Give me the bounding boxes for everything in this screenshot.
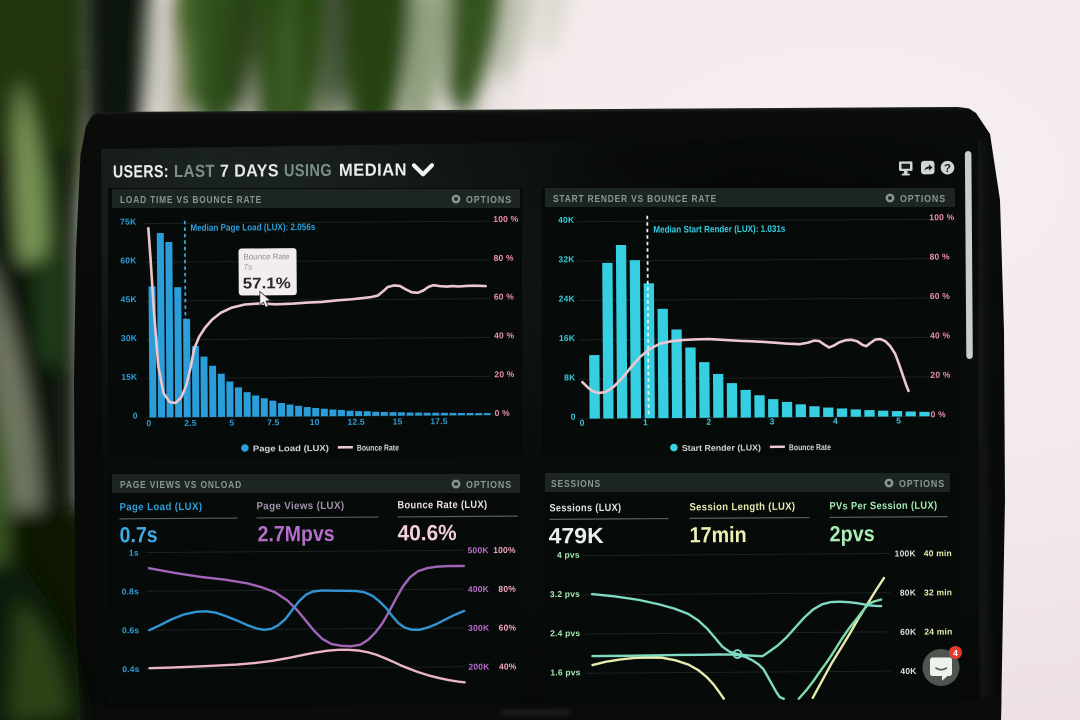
svg-text:USING: USING bbox=[284, 160, 332, 180]
svg-text:MEDIAN: MEDIAN bbox=[339, 159, 407, 179]
svg-text:Page Load (LUX): Page Load (LUX) bbox=[253, 443, 329, 454]
svg-text:PAGE VIEWS VS ONLOAD: PAGE VIEWS VS ONLOAD bbox=[120, 480, 242, 491]
svg-text:12.5: 12.5 bbox=[347, 417, 364, 427]
svg-text:Median Page Load (LUX): 2.056s: Median Page Load (LUX): 2.056s bbox=[190, 222, 315, 234]
svg-text:80 %: 80 % bbox=[930, 252, 950, 262]
svg-text:1s: 1s bbox=[129, 548, 139, 558]
svg-text:Bounce Rate: Bounce Rate bbox=[357, 442, 399, 452]
svg-text:24K: 24K bbox=[559, 294, 576, 304]
svg-text:7.5: 7.5 bbox=[267, 417, 280, 427]
svg-text:80 %: 80 % bbox=[494, 253, 514, 263]
svg-text:2: 2 bbox=[706, 417, 711, 427]
svg-text:8K: 8K bbox=[564, 372, 576, 382]
svg-text:5: 5 bbox=[229, 418, 234, 428]
svg-text:Bounce Rate: Bounce Rate bbox=[789, 442, 831, 452]
svg-text:100%: 100% bbox=[493, 545, 516, 555]
svg-text:30K: 30K bbox=[121, 333, 138, 343]
svg-text:7 DAYS: 7 DAYS bbox=[220, 160, 279, 180]
svg-text:Session Length (LUX): Session Length (LUX) bbox=[689, 501, 795, 514]
svg-text:20 %: 20 % bbox=[494, 369, 514, 379]
svg-text:20 %: 20 % bbox=[930, 370, 950, 380]
svg-text:5: 5 bbox=[896, 415, 901, 425]
svg-text:START RENDER VS BOUNCE RATE: START RENDER VS BOUNCE RATE bbox=[553, 194, 717, 205]
svg-text:17.5: 17.5 bbox=[430, 416, 447, 426]
svg-text:75K: 75K bbox=[120, 217, 137, 227]
svg-text:500K: 500K bbox=[468, 545, 490, 555]
svg-text:2pvs: 2pvs bbox=[830, 521, 875, 546]
svg-text:Start Render (LUX): Start Render (LUX) bbox=[682, 442, 761, 453]
svg-text:OPTIONS: OPTIONS bbox=[899, 479, 945, 490]
svg-text:100 %: 100 % bbox=[493, 214, 518, 224]
svg-text:60 %: 60 % bbox=[930, 291, 950, 301]
svg-text:300K: 300K bbox=[468, 623, 490, 633]
svg-text:PVs Per Session (LUX): PVs Per Session (LUX) bbox=[829, 500, 937, 513]
svg-text:40 %: 40 % bbox=[494, 330, 514, 340]
svg-text:200K: 200K bbox=[468, 662, 490, 672]
svg-text:40%: 40% bbox=[499, 661, 517, 671]
svg-text:LAST: LAST bbox=[174, 161, 215, 181]
svg-text:80%: 80% bbox=[498, 584, 516, 594]
svg-text:0: 0 bbox=[146, 418, 151, 428]
svg-text:40 min: 40 min bbox=[924, 548, 952, 558]
svg-text:Median Start Render (LUX): 1.0: Median Start Render (LUX): 1.031s bbox=[653, 224, 785, 236]
svg-text:Sessions (LUX): Sessions (LUX) bbox=[549, 502, 621, 515]
svg-text:40 %: 40 % bbox=[930, 330, 950, 340]
svg-text:40K: 40K bbox=[558, 215, 575, 225]
svg-text:60%: 60% bbox=[499, 623, 517, 633]
svg-text:3: 3 bbox=[770, 416, 775, 426]
svg-text:0.4s: 0.4s bbox=[122, 664, 139, 674]
svg-text:10: 10 bbox=[310, 417, 320, 427]
svg-text:60K: 60K bbox=[120, 255, 137, 265]
svg-text:?: ? bbox=[944, 163, 951, 175]
svg-text:17min: 17min bbox=[690, 522, 747, 547]
svg-text:4: 4 bbox=[953, 648, 958, 658]
svg-text:Page Views (LUX): Page Views (LUX) bbox=[256, 500, 344, 513]
svg-text:60K: 60K bbox=[900, 627, 917, 637]
svg-text:Page Load (LUX): Page Load (LUX) bbox=[119, 501, 202, 514]
svg-text:4 pvs: 4 pvs bbox=[557, 550, 580, 560]
svg-text:1: 1 bbox=[643, 417, 648, 427]
svg-text:3.2 pvs: 3.2 pvs bbox=[550, 589, 580, 599]
svg-text:400K: 400K bbox=[468, 584, 490, 594]
svg-text:0: 0 bbox=[133, 411, 138, 421]
svg-text:1.6 pvs: 1.6 pvs bbox=[550, 667, 580, 677]
svg-text:479K: 479K bbox=[549, 523, 604, 548]
svg-text:100K: 100K bbox=[895, 548, 917, 558]
svg-text:0.8s: 0.8s bbox=[122, 586, 139, 596]
svg-text:57.1%: 57.1% bbox=[243, 275, 291, 292]
svg-text:15: 15 bbox=[393, 416, 403, 426]
svg-text:32K: 32K bbox=[558, 254, 575, 264]
svg-text:16K: 16K bbox=[559, 333, 576, 343]
svg-text:0.6s: 0.6s bbox=[122, 625, 139, 635]
svg-text:2.5: 2.5 bbox=[184, 418, 197, 428]
svg-text:80K: 80K bbox=[900, 588, 917, 598]
svg-text:OPTIONS: OPTIONS bbox=[466, 195, 512, 206]
svg-text:40K: 40K bbox=[900, 666, 917, 676]
svg-text:7s: 7s bbox=[244, 262, 253, 271]
svg-text:USERS:: USERS: bbox=[113, 161, 169, 181]
svg-text:100 %: 100 % bbox=[929, 212, 954, 222]
svg-text:60 %: 60 % bbox=[494, 292, 514, 302]
svg-text:15K: 15K bbox=[121, 372, 138, 382]
svg-text:0 %: 0 % bbox=[931, 409, 947, 419]
svg-text:4: 4 bbox=[833, 416, 838, 426]
svg-text:40.6%: 40.6% bbox=[398, 520, 457, 545]
svg-text:0: 0 bbox=[580, 418, 585, 428]
svg-text:0 %: 0 % bbox=[495, 408, 511, 418]
svg-text:2.4 pvs: 2.4 pvs bbox=[550, 628, 580, 638]
svg-text:OPTIONS: OPTIONS bbox=[466, 480, 512, 491]
svg-text:32 min: 32 min bbox=[924, 587, 952, 597]
svg-text:45K: 45K bbox=[121, 294, 138, 304]
svg-text:0: 0 bbox=[571, 412, 576, 422]
svg-text:2.7Mpvs: 2.7Mpvs bbox=[258, 521, 335, 547]
svg-text:OPTIONS: OPTIONS bbox=[900, 194, 946, 205]
svg-text:SESSIONS: SESSIONS bbox=[551, 479, 601, 490]
svg-text:0.7s: 0.7s bbox=[120, 522, 158, 547]
svg-text:24 min: 24 min bbox=[924, 626, 952, 636]
svg-text:Bounce Rate (LUX): Bounce Rate (LUX) bbox=[397, 499, 487, 512]
svg-text:LOAD TIME VS BOUNCE RATE: LOAD TIME VS BOUNCE RATE bbox=[120, 195, 262, 206]
svg-text:Bounce Rate: Bounce Rate bbox=[244, 252, 291, 261]
